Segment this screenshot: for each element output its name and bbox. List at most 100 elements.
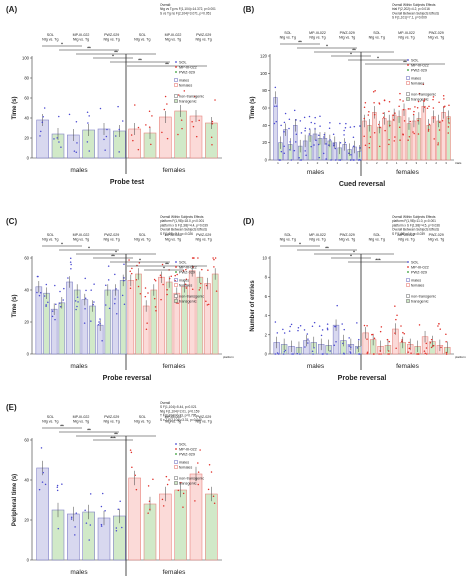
legend-swatch: [174, 460, 178, 464]
data-point: [349, 351, 351, 353]
stats-text: Overall Within Subjects Effects: [160, 215, 204, 219]
group-label: Ntg vs. Tg: [165, 238, 181, 242]
significance-label: **: [165, 61, 169, 66]
y-tick-label: 100: [260, 71, 268, 76]
significance-label: **: [114, 49, 118, 54]
data-point: [132, 139, 134, 142]
data-point: [182, 492, 185, 495]
data-point: [314, 122, 316, 125]
data-point: [325, 143, 327, 145]
data-point: [210, 471, 213, 473]
significance-label: **: [87, 427, 91, 432]
data-point: [326, 323, 329, 325]
stats-text: S F(1,101)=7.1, p=0.009: [392, 16, 427, 20]
group-label: MP-III-022: [165, 415, 182, 419]
data-point: [283, 131, 285, 133]
data-point: [56, 137, 58, 139]
data-point: [117, 105, 119, 108]
sex-label: males: [70, 363, 88, 370]
bar: [421, 105, 427, 161]
data-point: [413, 132, 415, 135]
data-point: [150, 143, 152, 146]
data-point: [368, 111, 370, 113]
data-point: [407, 108, 410, 110]
significance-label: **: [111, 253, 115, 258]
data-point: [332, 144, 335, 147]
legend-label: SOL: [411, 260, 419, 264]
data-point: [315, 139, 317, 142]
x-tick-label: 1: [307, 161, 309, 165]
data-point: [45, 283, 48, 286]
stats-text: platform F(1,98)=18.0, p<0.001: [160, 219, 204, 223]
data-point: [438, 129, 441, 131]
data-point: [274, 353, 277, 355]
group-label: Ntg vs. Tg: [134, 420, 150, 424]
data-point: [115, 527, 118, 529]
data-point: [104, 149, 106, 151]
data-point: [178, 94, 180, 96]
data-point: [282, 328, 284, 331]
sex-label: females: [396, 363, 420, 370]
data-point: [206, 304, 209, 306]
data-point: [56, 489, 59, 492]
legend-marker: [175, 261, 177, 263]
data-point: [137, 285, 140, 288]
data-point: [118, 151, 120, 153]
group-label: MP-III-022: [398, 233, 415, 237]
data-point: [87, 122, 89, 124]
stats-text: Ntg F(1,104)=2.01, p=0.159: [160, 409, 200, 413]
group-label: Ntg vs. Tg: [398, 36, 414, 40]
data-point: [438, 121, 441, 123]
data-point: [425, 353, 428, 355]
data-point: [45, 305, 47, 307]
data-point: [322, 353, 324, 355]
legend-label: males: [411, 76, 421, 80]
data-point: [101, 339, 103, 342]
data-point: [409, 120, 412, 123]
data-point: [99, 322, 101, 325]
data-point: [394, 332, 396, 334]
data-point: [70, 516, 73, 519]
legend-label: transgenic: [179, 481, 197, 485]
data-point: [100, 523, 103, 526]
data-point: [59, 302, 61, 304]
significance-label: **: [403, 59, 407, 64]
legend-swatch: [174, 283, 178, 287]
x-tick-label: 1: [425, 161, 427, 165]
group-label: Ntg vs. Tg: [309, 238, 325, 242]
y-tick-label: 0: [27, 558, 30, 563]
data-point: [123, 277, 125, 279]
stats-text: platform x S F(1,98)=4.4, p=0.039: [160, 223, 208, 227]
y-tick-label: 8: [265, 275, 268, 280]
data-point: [432, 345, 434, 347]
legend-swatch: [174, 481, 178, 485]
data-point: [352, 136, 355, 139]
group-label: MP-III-022: [73, 415, 90, 419]
legend-label: males: [179, 460, 189, 464]
data-point: [92, 303, 94, 306]
group-label: Ntg vs. Tg: [104, 420, 120, 424]
bar: [35, 286, 43, 355]
data-point: [296, 352, 299, 355]
data-point: [348, 152, 350, 155]
data-point: [282, 353, 285, 355]
data-point: [284, 349, 287, 352]
y-tick-label: 40: [24, 116, 29, 121]
panel-label: (E): [6, 403, 17, 412]
group-label: Ntg vs. Tg: [369, 36, 385, 40]
data-point: [439, 328, 441, 330]
data-point: [36, 275, 39, 278]
data-point: [289, 325, 291, 328]
stats-text: Overall:: [160, 3, 171, 7]
data-point: [313, 144, 315, 146]
group-label: Ntg vs. Tg: [42, 238, 58, 242]
data-point: [176, 273, 178, 276]
data-point: [138, 262, 141, 264]
data-point: [76, 305, 78, 308]
legend-swatch: [174, 465, 178, 469]
data-point: [299, 120, 302, 122]
data-point: [437, 144, 439, 146]
panel-b: (B) Overall Within Subjects Effectstrial …: [243, 3, 462, 188]
data-point: [93, 283, 95, 285]
